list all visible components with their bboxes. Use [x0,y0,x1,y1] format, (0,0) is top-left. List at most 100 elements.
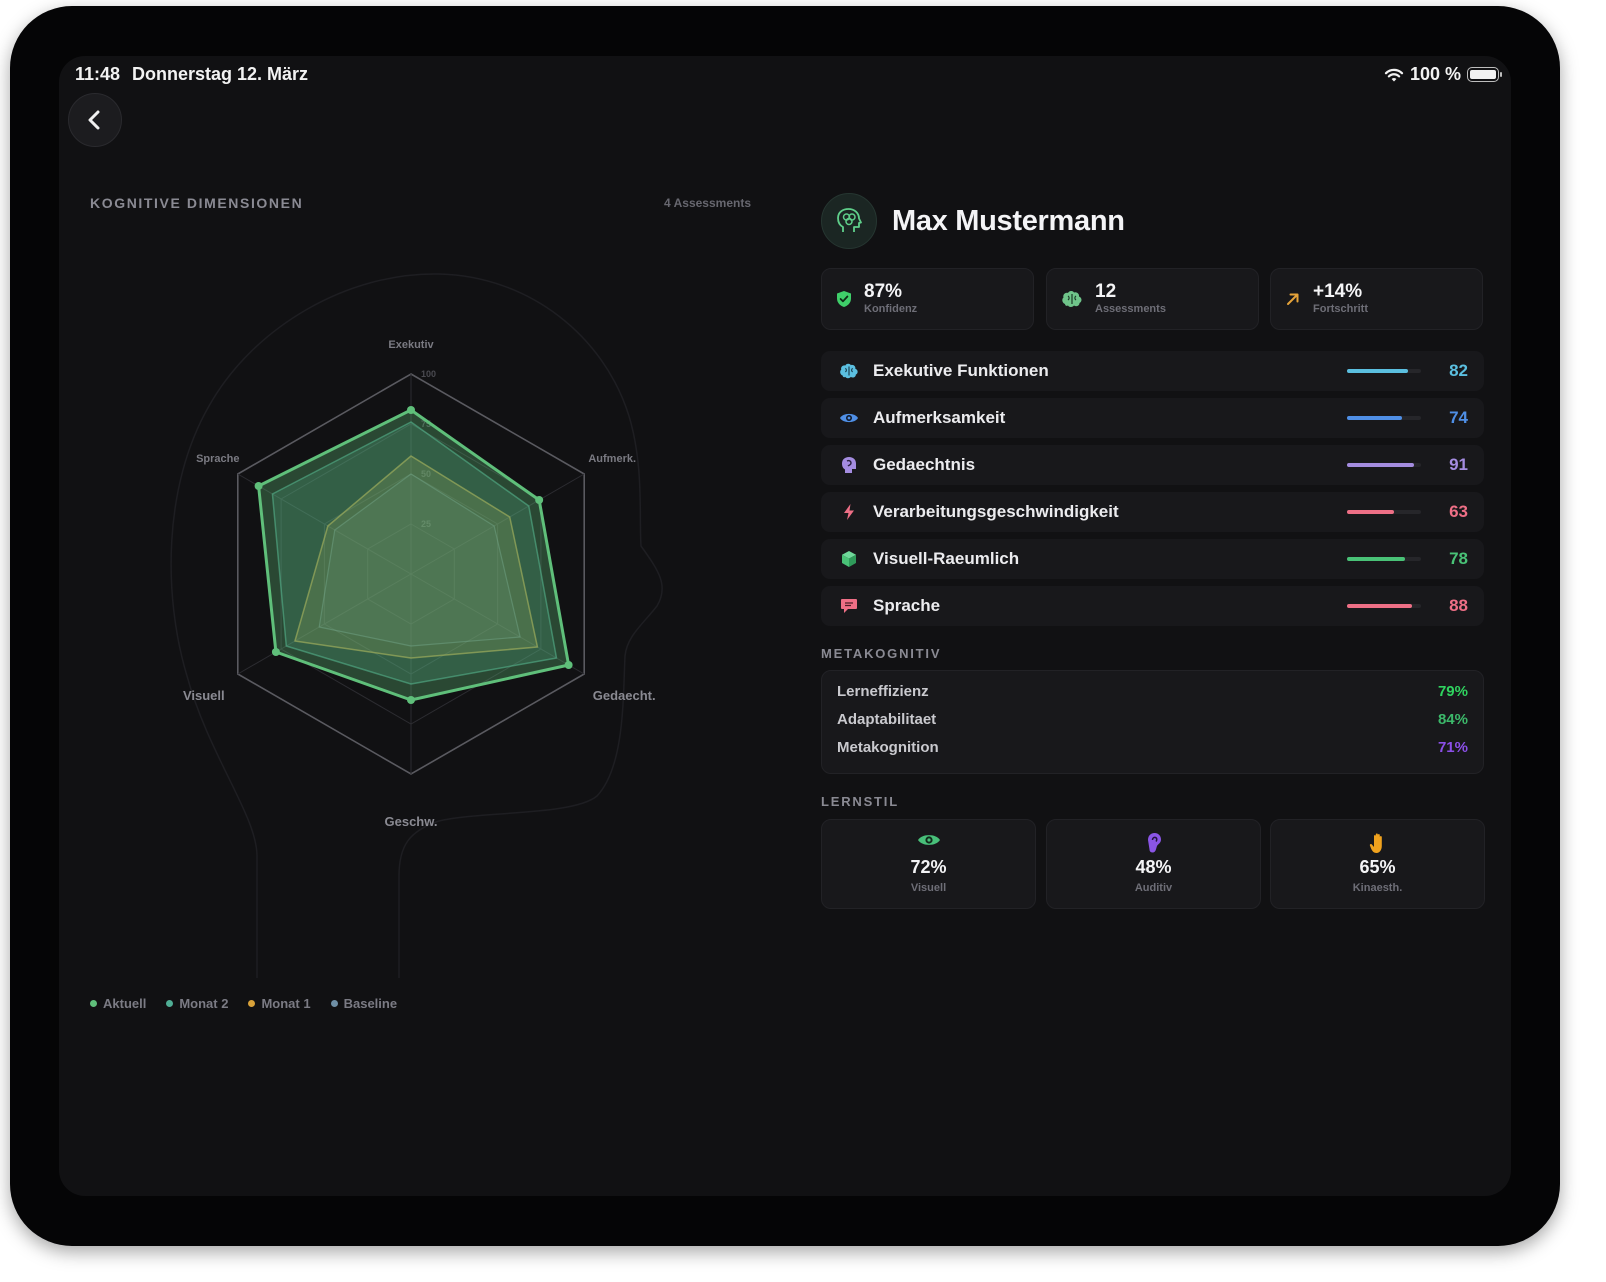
eye-icon [822,832,1035,854]
app-screen: 11:48 Donnerstag 12. März 100 % KOGNITIV… [59,56,1511,1196]
style-value: 48% [1135,857,1172,877]
stat-card-assessments: 12 Assessments [1046,268,1259,330]
radar-spoke [410,573,585,675]
arrow-up-right-icon [1287,293,1299,305]
radar-series-aktuell [257,408,571,702]
legend-dot [248,1000,256,1007]
legend-dot [90,1000,97,1007]
learning-style-card-kinesthetic[interactable]: 65% Kinaesth. [1270,819,1485,909]
eye-icon [839,408,859,428]
radar-axis-label: Visuell [183,688,225,703]
chevron-left-icon [88,110,100,130]
dimension-label: Aufmerksamkeit [873,408,1006,427]
stat-label: Fortschritt [1313,303,1368,315]
stat-card-progress: +14% Fortschritt [1270,268,1483,330]
radar-spoke [237,573,412,675]
radar-axis-label: Exekutiv [388,339,434,351]
status-date: Donnerstag 12. März [132,64,309,84]
profile-header: Max Mustermann [821,193,1125,249]
dimension-bar [1347,604,1421,608]
radar-point [254,482,263,490]
learning-style-card-visual[interactable]: 72% Visuell [821,819,1036,909]
radar-point [564,661,573,669]
head-icon [839,455,859,475]
status-time: 11:48 [75,64,121,84]
dimension-row-language[interactable]: Sprache 88 [821,586,1484,626]
chart-legend: Aktuell Monat 2 Monat 1 Baseline [90,996,397,1011]
dimension-bar [1347,557,1421,561]
speech-bubble-icon [839,596,859,616]
radar-axis-label: Sprache [196,453,239,465]
dimension-value: 78 [1449,549,1468,568]
style-label: Kinaesth. [1352,882,1403,894]
meta-row: Adaptabilitaet 84% [837,711,1468,733]
radar-spoke [237,473,412,575]
dimension-value: 63 [1449,502,1468,521]
meta-value: 84% [1437,711,1468,728]
dimension-value: 88 [1449,596,1468,615]
status-indicators: 100 % [1384,64,1502,85]
brain-icon [1062,291,1082,307]
stat-card-confidence: 87% Konfidenz [821,268,1034,330]
dimension-row-processing-speed[interactable]: Verarbeitungsgeschwindigkeit 63 [821,492,1484,532]
dimension-row-memory[interactable]: Gedaechtnis 91 [821,445,1484,485]
radar-point [407,696,415,704]
radar-ring-label: 25 [421,519,431,529]
metacognitive-panel: Lerneffizienz 79% Adaptabilitaet 84% Met… [821,670,1484,774]
radar-axis-label: Gedaecht. [593,688,656,703]
legend-item: Monat 2 [166,996,228,1011]
dimension-row-attention[interactable]: Aufmerksamkeit 74 [821,398,1484,438]
legend-label: Monat 1 [261,996,311,1011]
bolt-icon [839,502,859,522]
head-silhouette [170,273,663,978]
legend-label: Baseline [343,996,398,1011]
battery-icon [1467,67,1502,82]
radar-ring-label: 75 [421,419,431,429]
meta-value: 71% [1437,739,1468,756]
head-brain-icon [821,193,877,249]
cube-icon [839,549,859,569]
stat-value: 87% [864,281,903,302]
dimension-value: 82 [1449,361,1468,380]
meta-row: Lerneffizienz 79% [837,683,1468,705]
stat-value: 12 [1095,281,1117,302]
radar-ring-label: 100 [421,369,436,379]
radar-axis-label: Aufmerk. [588,453,636,465]
stat-label: Konfidenz [864,303,918,315]
style-label: Visuell [910,882,947,894]
user-name: Max Mustermann [892,204,1125,237]
dimension-value: 91 [1449,455,1468,474]
wifi-icon [1384,68,1404,81]
dimension-bar [1347,510,1421,514]
dimension-bar [1347,463,1421,467]
radar-series-monat-2 [271,421,558,685]
dimension-row-executive[interactable]: Exekutive Funktionen 82 [821,351,1484,391]
dimension-row-visuospatial[interactable]: Visuell-Raeumlich 78 [821,539,1484,579]
section-title-learning-style: LERNSTIL [821,794,899,809]
meta-label: Metakognition [837,739,939,756]
legend-item: Monat 1 [248,996,311,1011]
radar-point [535,496,544,504]
style-value: 72% [910,857,947,877]
section-title-cognitive: KOGNITIVE DIMENSIONEN [90,195,304,211]
legend-label: Monat 2 [179,996,229,1011]
dimension-label: Sprache [873,596,941,615]
dimension-bar [1347,369,1421,373]
back-button[interactable] [68,93,122,147]
dimension-label: Visuell-Raeumlich [873,549,1020,568]
radar-spoke [410,473,585,575]
battery-percent: 100 % [1409,64,1461,84]
stat-value: +14% [1313,281,1363,302]
legend-label: Aktuell [103,996,147,1011]
radar-axis-label: Geschw. [385,814,438,829]
radar-ring-label: 50 [421,469,431,479]
radar-chart: 25 50 75 100 Exekutiv Aufmerk. Gedaecht. Gesch… [170,273,663,978]
dimension-value: 74 [1449,408,1468,427]
meta-label: Adaptabilitaet [837,711,937,728]
ear-icon [1047,832,1260,854]
stat-label: Assessments [1095,303,1166,315]
learning-style-card-auditory[interactable]: 48% Auditiv [1046,819,1261,909]
radar-series-monat-1 [294,455,539,659]
radar-series-baseline [318,473,521,647]
legend-item: Baseline [330,996,398,1011]
